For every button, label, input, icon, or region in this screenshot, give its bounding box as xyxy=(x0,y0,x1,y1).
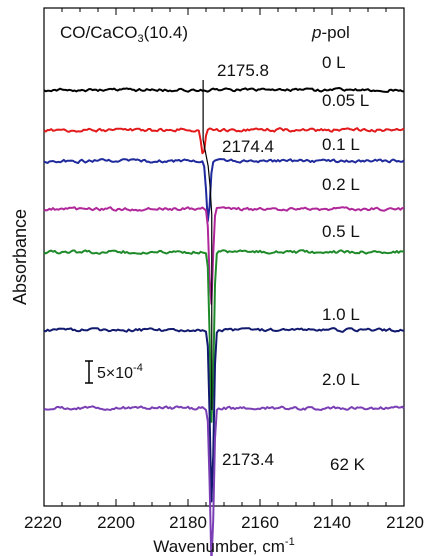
temperature-label: 62 K xyxy=(330,455,366,474)
chart-title: CO/CaCO3(10.4) xyxy=(60,23,188,45)
x-tick-label: 2200 xyxy=(97,513,135,532)
x-tick-label: 2220 xyxy=(24,513,62,532)
scale-bar: 5×10-4 xyxy=(85,360,143,384)
x-tick-label: 2180 xyxy=(169,513,207,532)
peak-layer: 2175.8 2174.4 2173.4 xyxy=(202,61,274,469)
x-axis-label: Wavenumber, cm-1 xyxy=(153,536,294,556)
series-line-0-2-L xyxy=(43,206,405,305)
series-label: 0.1 L xyxy=(322,135,360,154)
x-tick-label: 2160 xyxy=(241,513,279,532)
series-line-0-1-L xyxy=(43,158,405,223)
scale-bar-label: 5×10-4 xyxy=(97,362,143,382)
peak-label: 2173.4 xyxy=(222,450,274,469)
series-line-0-05-L xyxy=(43,127,405,155)
series-label: 1.0 L xyxy=(322,305,360,324)
tick-layer: 2220 2200 2180 2160 2140 2120 xyxy=(24,8,424,532)
peak-label: 2174.4 xyxy=(222,137,274,156)
peak-label: 2175.8 xyxy=(217,61,269,80)
polarization-label: p-pol xyxy=(311,23,350,42)
series-line-0-L xyxy=(43,87,405,93)
series-line-1-0-L xyxy=(43,327,405,503)
y-axis-label: Absorbance xyxy=(10,209,30,305)
plot-frame xyxy=(43,7,405,507)
series-label: 2.0 L xyxy=(322,370,360,389)
peak-guide-line xyxy=(202,80,213,410)
series-label: 0.2 L xyxy=(322,175,360,194)
series-label: 0 L xyxy=(322,53,346,72)
series-line-0-5-L xyxy=(43,249,405,423)
series-line-2-0-L xyxy=(43,405,405,556)
series-label: 0.05 L xyxy=(322,91,369,110)
x-tick-label: 2120 xyxy=(386,513,424,532)
x-tick-label: 2140 xyxy=(313,513,351,532)
series-layer: 0 L 0.05 L 0.1 L 0.2 L 0.5 L 1.0 L 2.0 L xyxy=(43,53,405,556)
series-label: 0.5 L xyxy=(322,222,360,241)
